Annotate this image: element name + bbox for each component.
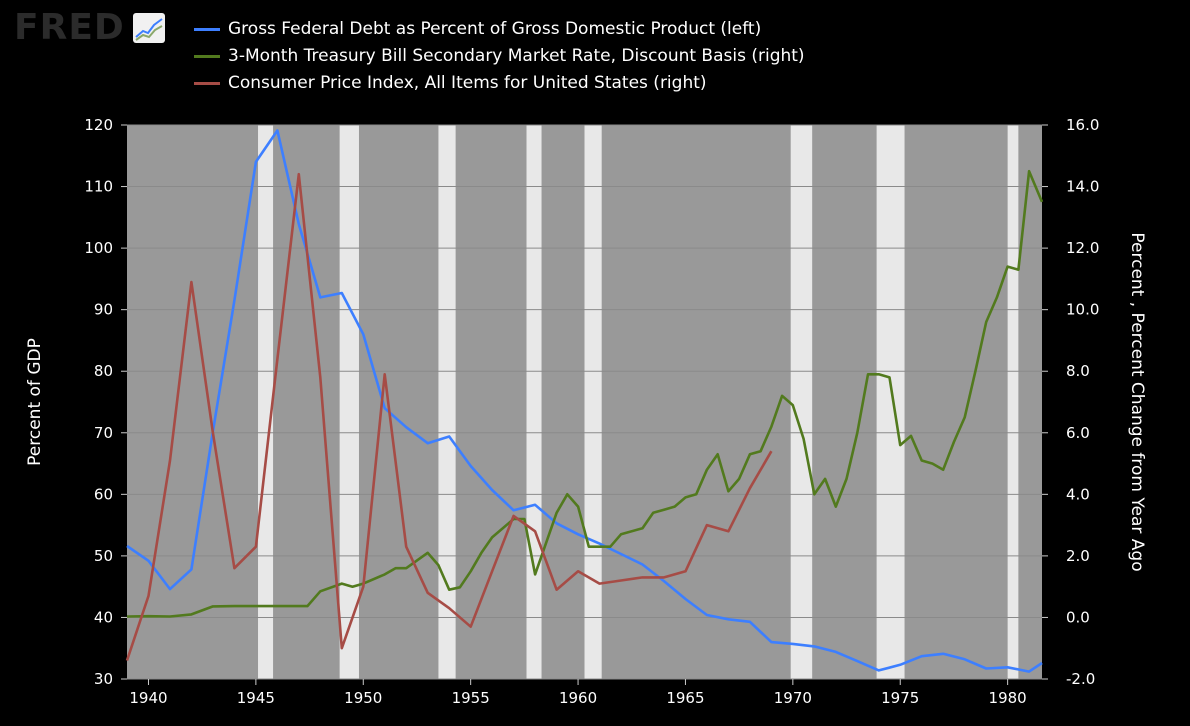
x-tick-label: 1955: [452, 689, 490, 707]
fred-logo-text: FRED: [14, 7, 125, 48]
legend-label-cpi: Consumer Price Index, All Items for Unit…: [228, 73, 707, 93]
left-tick-label: 80: [94, 362, 113, 380]
x-tick-label: 1940: [129, 689, 167, 707]
right-tick-label: 10.0: [1066, 301, 1099, 319]
left-tick-label: 110: [84, 178, 113, 196]
x-tick-label: 1975: [881, 689, 919, 707]
x-tick-label: 1970: [774, 689, 812, 707]
left-tick-label: 30: [94, 670, 113, 688]
legend-swatch-cpi: [194, 82, 220, 85]
legend-item-debt[interactable]: Gross Federal Debt as Percent of Gross D…: [194, 16, 805, 43]
legend-swatch-debt: [194, 28, 220, 31]
legend-label-debt: Gross Federal Debt as Percent of Gross D…: [228, 19, 762, 39]
series-line-cpi: [125, 172, 773, 661]
chart-legend: Gross Federal Debt as Percent of Gross D…: [194, 16, 805, 97]
recession-band: [876, 125, 905, 679]
trend-chart-icon: [132, 13, 165, 43]
x-tick-label: 1980: [989, 689, 1027, 707]
right-tick-label: 2.0: [1066, 547, 1090, 565]
x-tick-label: 1945: [237, 689, 275, 707]
recession-band: [1007, 125, 1019, 679]
recession-band: [438, 125, 456, 679]
right-tick-label: 16.0: [1066, 116, 1099, 134]
right-tick-label: 14.0: [1066, 178, 1099, 196]
left-tick-label: 60: [94, 485, 113, 503]
left-tick-label: 40: [94, 608, 113, 626]
fred-logo[interactable]: FRED: [14, 10, 165, 46]
left-tick-label: 90: [94, 301, 113, 319]
right-tick-label: -2.0: [1066, 670, 1095, 688]
x-tick-label: 1950: [344, 689, 382, 707]
right-tick-label: 8.0: [1066, 362, 1090, 380]
left-tick-label: 100: [84, 239, 113, 257]
right-tick-label: 12.0: [1066, 239, 1099, 257]
left-tick-label: 120: [84, 116, 113, 134]
recession-band: [584, 125, 602, 679]
right-tick-label: 4.0: [1066, 485, 1090, 503]
right-tick-label: 0.0: [1066, 608, 1090, 626]
series-line-debt: [126, 129, 1043, 673]
legend-label-tbill: 3-Month Treasury Bill Secondary Market R…: [228, 46, 805, 66]
left-tick-label: 70: [94, 424, 113, 442]
right-axis-title: Percent , Percent Change from Year Ago: [1127, 232, 1147, 571]
recession-band: [790, 125, 813, 679]
legend-swatch-tbill: [194, 55, 220, 58]
recession-band: [339, 125, 359, 679]
series-line-tbill: [126, 169, 1044, 618]
x-tick-label: 1960: [559, 689, 597, 707]
recession-band: [526, 125, 542, 679]
recession-band: [258, 125, 274, 679]
left-axis-title: Percent of GDP: [25, 338, 45, 466]
right-tick-label: 6.0: [1066, 424, 1090, 442]
x-tick-label: 1965: [666, 689, 704, 707]
legend-item-tbill[interactable]: 3-Month Treasury Bill Secondary Market R…: [194, 43, 805, 70]
left-tick-label: 50: [94, 547, 113, 565]
legend-item-cpi[interactable]: Consumer Price Index, All Items for Unit…: [194, 70, 805, 97]
